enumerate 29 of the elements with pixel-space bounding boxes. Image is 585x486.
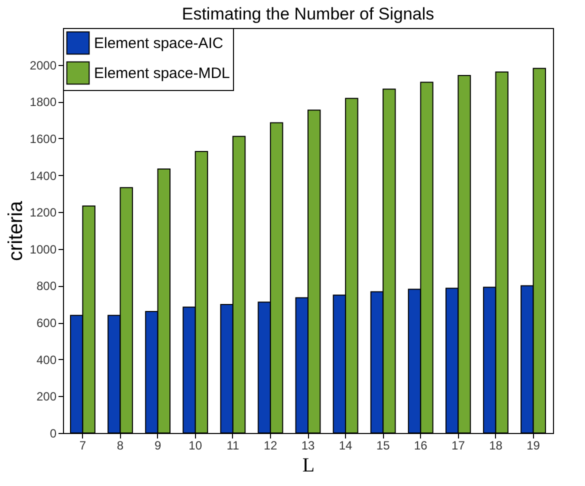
x-tick-label: 19 <box>526 438 540 452</box>
x-tick-label: 9 <box>154 438 162 452</box>
x-tick-label: 12 <box>264 438 278 452</box>
x-axis-title: L <box>302 454 315 476</box>
legend-label: Element space-AIC <box>94 35 224 52</box>
y-tick-label: 600 <box>36 316 57 330</box>
y-axis-title: criteria <box>4 200 27 262</box>
x-tick-label: 11 <box>226 438 240 452</box>
y-tick-label: 200 <box>36 390 57 404</box>
x-tick-label: 16 <box>414 438 428 452</box>
x-tick-label: 7 <box>79 438 86 452</box>
x-tick-label: 10 <box>188 438 202 452</box>
x-tick-label: 8 <box>116 438 124 452</box>
y-tick-label: 2000 <box>30 58 57 72</box>
x-tick-label: 15 <box>376 438 390 452</box>
y-tick-label: 0 <box>50 426 57 440</box>
x-tick-label: 17 <box>452 438 466 452</box>
y-tick-label: 1000 <box>30 242 57 256</box>
y-tick-label: 1600 <box>30 132 57 146</box>
chart-title: Estimating the Number of Signals <box>182 4 434 24</box>
legend-label: Element space-MDL <box>94 65 230 82</box>
x-tick-label: 18 <box>489 438 503 452</box>
x-tick-label: 14 <box>338 438 353 452</box>
y-tick-label: 1800 <box>30 95 57 110</box>
y-tick-label: 1400 <box>30 168 57 183</box>
y-tick-label: 400 <box>36 352 57 367</box>
y-tick-label: 800 <box>36 279 57 294</box>
x-tick-label: 13 <box>301 438 315 452</box>
y-tick-label: 1200 <box>30 206 57 220</box>
